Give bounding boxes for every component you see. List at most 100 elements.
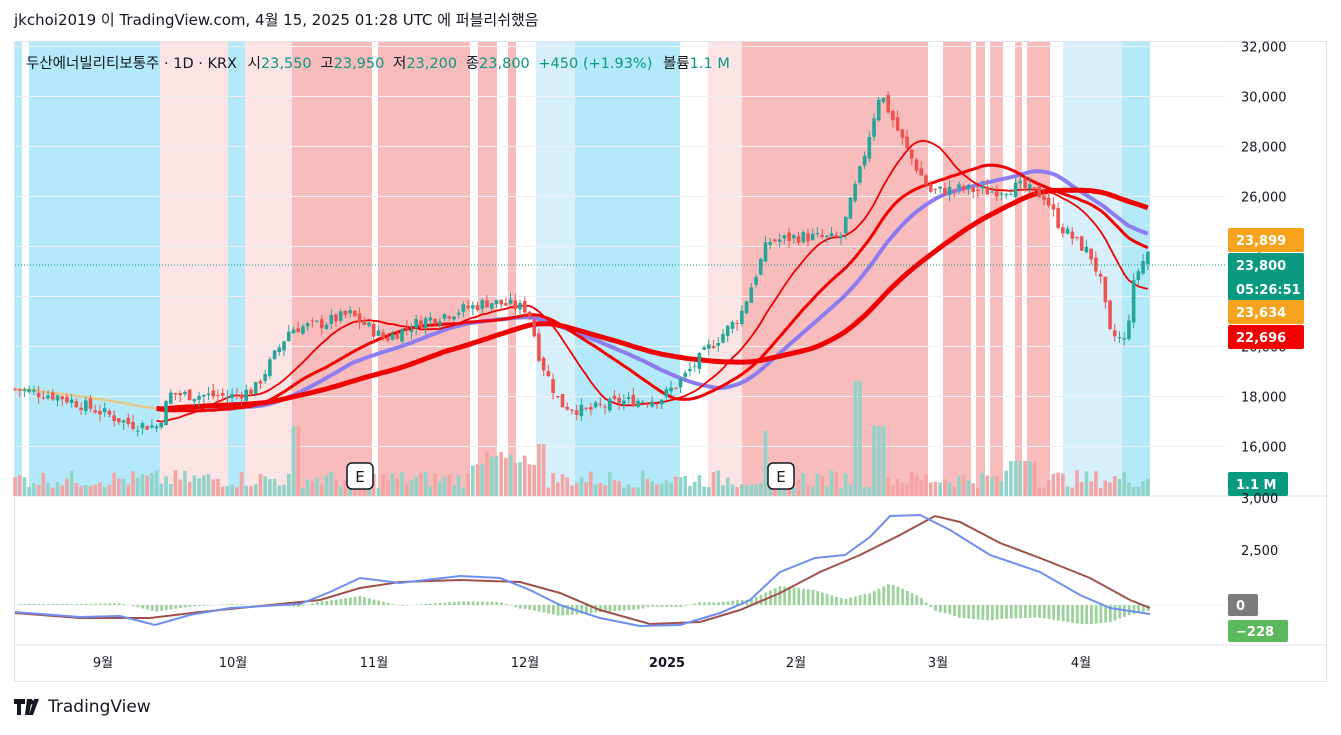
candle-body xyxy=(150,425,154,428)
macd-histogram-bar xyxy=(197,605,201,607)
volume-bar xyxy=(117,478,121,496)
x-tick-label: 2025 xyxy=(649,656,685,671)
volume-bar xyxy=(22,477,27,496)
volume-bar xyxy=(239,472,244,496)
candle-body xyxy=(711,346,716,348)
candle xyxy=(730,320,735,334)
volume-bar xyxy=(225,486,230,496)
volume-bar xyxy=(725,477,730,496)
macd-histogram-bar xyxy=(320,601,324,605)
candle-body xyxy=(235,394,239,396)
volume-label: 볼륨 xyxy=(662,56,690,72)
volume-bar xyxy=(674,476,678,496)
volume-bar xyxy=(688,485,692,496)
candle-body xyxy=(678,379,683,388)
high-value: 23,950 xyxy=(333,56,385,72)
candle-body xyxy=(603,406,607,408)
volume-bar xyxy=(60,485,64,496)
candle xyxy=(145,425,149,430)
candle-body xyxy=(1075,236,1079,238)
macd-histogram-bar xyxy=(334,599,338,605)
candle xyxy=(792,233,796,244)
chart-frame[interactable] xyxy=(14,41,1327,682)
candle-body xyxy=(806,233,810,242)
macd-histogram-bar xyxy=(141,605,145,609)
candle xyxy=(801,229,806,244)
candle xyxy=(452,315,456,323)
volume-bar xyxy=(69,470,74,496)
volume-bar xyxy=(1117,478,1122,496)
volume-bar xyxy=(876,426,881,496)
candle-body xyxy=(999,193,1004,195)
macd-histogram-bar xyxy=(349,597,352,605)
volume-bar xyxy=(419,474,423,496)
macd-histogram-bar xyxy=(797,588,801,605)
macd-histogram-bar xyxy=(934,605,938,612)
candle-body xyxy=(853,184,857,201)
macd-histogram-bar xyxy=(231,604,234,605)
volume-bar xyxy=(1028,461,1032,496)
candle xyxy=(117,418,121,425)
macd-histogram-bar xyxy=(79,604,83,605)
macd-histogram-bar xyxy=(235,604,239,605)
candle-body xyxy=(301,326,305,334)
volume-bar xyxy=(253,484,258,496)
candle xyxy=(1122,332,1126,346)
macd-histogram-bar xyxy=(641,605,645,609)
candle xyxy=(867,131,872,163)
macd-histogram-bar xyxy=(1061,605,1065,622)
volume-bar xyxy=(579,477,584,496)
session-band xyxy=(478,42,497,496)
candle-body xyxy=(268,359,272,377)
price-tags: 23,899 23,800 05:26:51 23,634 22,696 1.1 M xyxy=(1228,228,1304,496)
candle-body xyxy=(928,184,933,192)
candle-body xyxy=(640,401,645,403)
x-tick-label: 2월 xyxy=(786,656,806,671)
candle-body xyxy=(1141,260,1145,274)
volume-bar xyxy=(669,482,673,496)
volume-bar xyxy=(268,479,272,496)
candle-body xyxy=(135,430,140,432)
volume-bar xyxy=(801,473,806,496)
macd-histogram-bar xyxy=(1099,605,1103,624)
session-band xyxy=(1015,42,1022,496)
volume-bar xyxy=(636,487,640,496)
candle-body xyxy=(725,325,730,336)
candle-body xyxy=(381,332,385,339)
macd-histogram-bar xyxy=(443,602,447,605)
candle-body xyxy=(815,233,820,235)
candle-body xyxy=(334,314,338,322)
volume-bar xyxy=(235,487,239,496)
macd-histogram-bar xyxy=(509,605,513,606)
macd-histogram-bar xyxy=(84,603,88,605)
macd-histogram-bar xyxy=(924,602,928,605)
candle xyxy=(683,370,688,382)
macd-histogram-bar xyxy=(363,597,366,605)
volume-bar xyxy=(145,475,149,496)
macd-histogram-bar xyxy=(849,597,853,605)
macd-histogram-bar xyxy=(32,604,36,605)
candle xyxy=(404,320,409,336)
candle-body xyxy=(296,328,300,333)
candle-body xyxy=(650,401,654,407)
macd-histogram-bar xyxy=(651,605,654,607)
macd-histogram-bar xyxy=(367,598,371,605)
low-value: 23,200 xyxy=(406,56,458,72)
macd-histogram-bar xyxy=(131,605,135,607)
candle-body xyxy=(1018,180,1023,184)
macd-histogram-bar xyxy=(589,605,593,613)
volume-bar xyxy=(947,482,952,496)
candle-body xyxy=(404,327,409,329)
candle-body xyxy=(735,323,739,325)
candle-body xyxy=(546,371,551,377)
macd-histogram-bar xyxy=(94,603,97,605)
macd-histogram-bar xyxy=(1028,605,1032,618)
volume-bar xyxy=(980,472,985,496)
macd-histogram-bar xyxy=(655,605,659,607)
macd-histogram-bar xyxy=(613,605,617,612)
macd-histogram-bar xyxy=(636,605,640,610)
candle-body xyxy=(579,404,584,417)
candle xyxy=(27,385,31,394)
volume-bar xyxy=(164,476,168,496)
